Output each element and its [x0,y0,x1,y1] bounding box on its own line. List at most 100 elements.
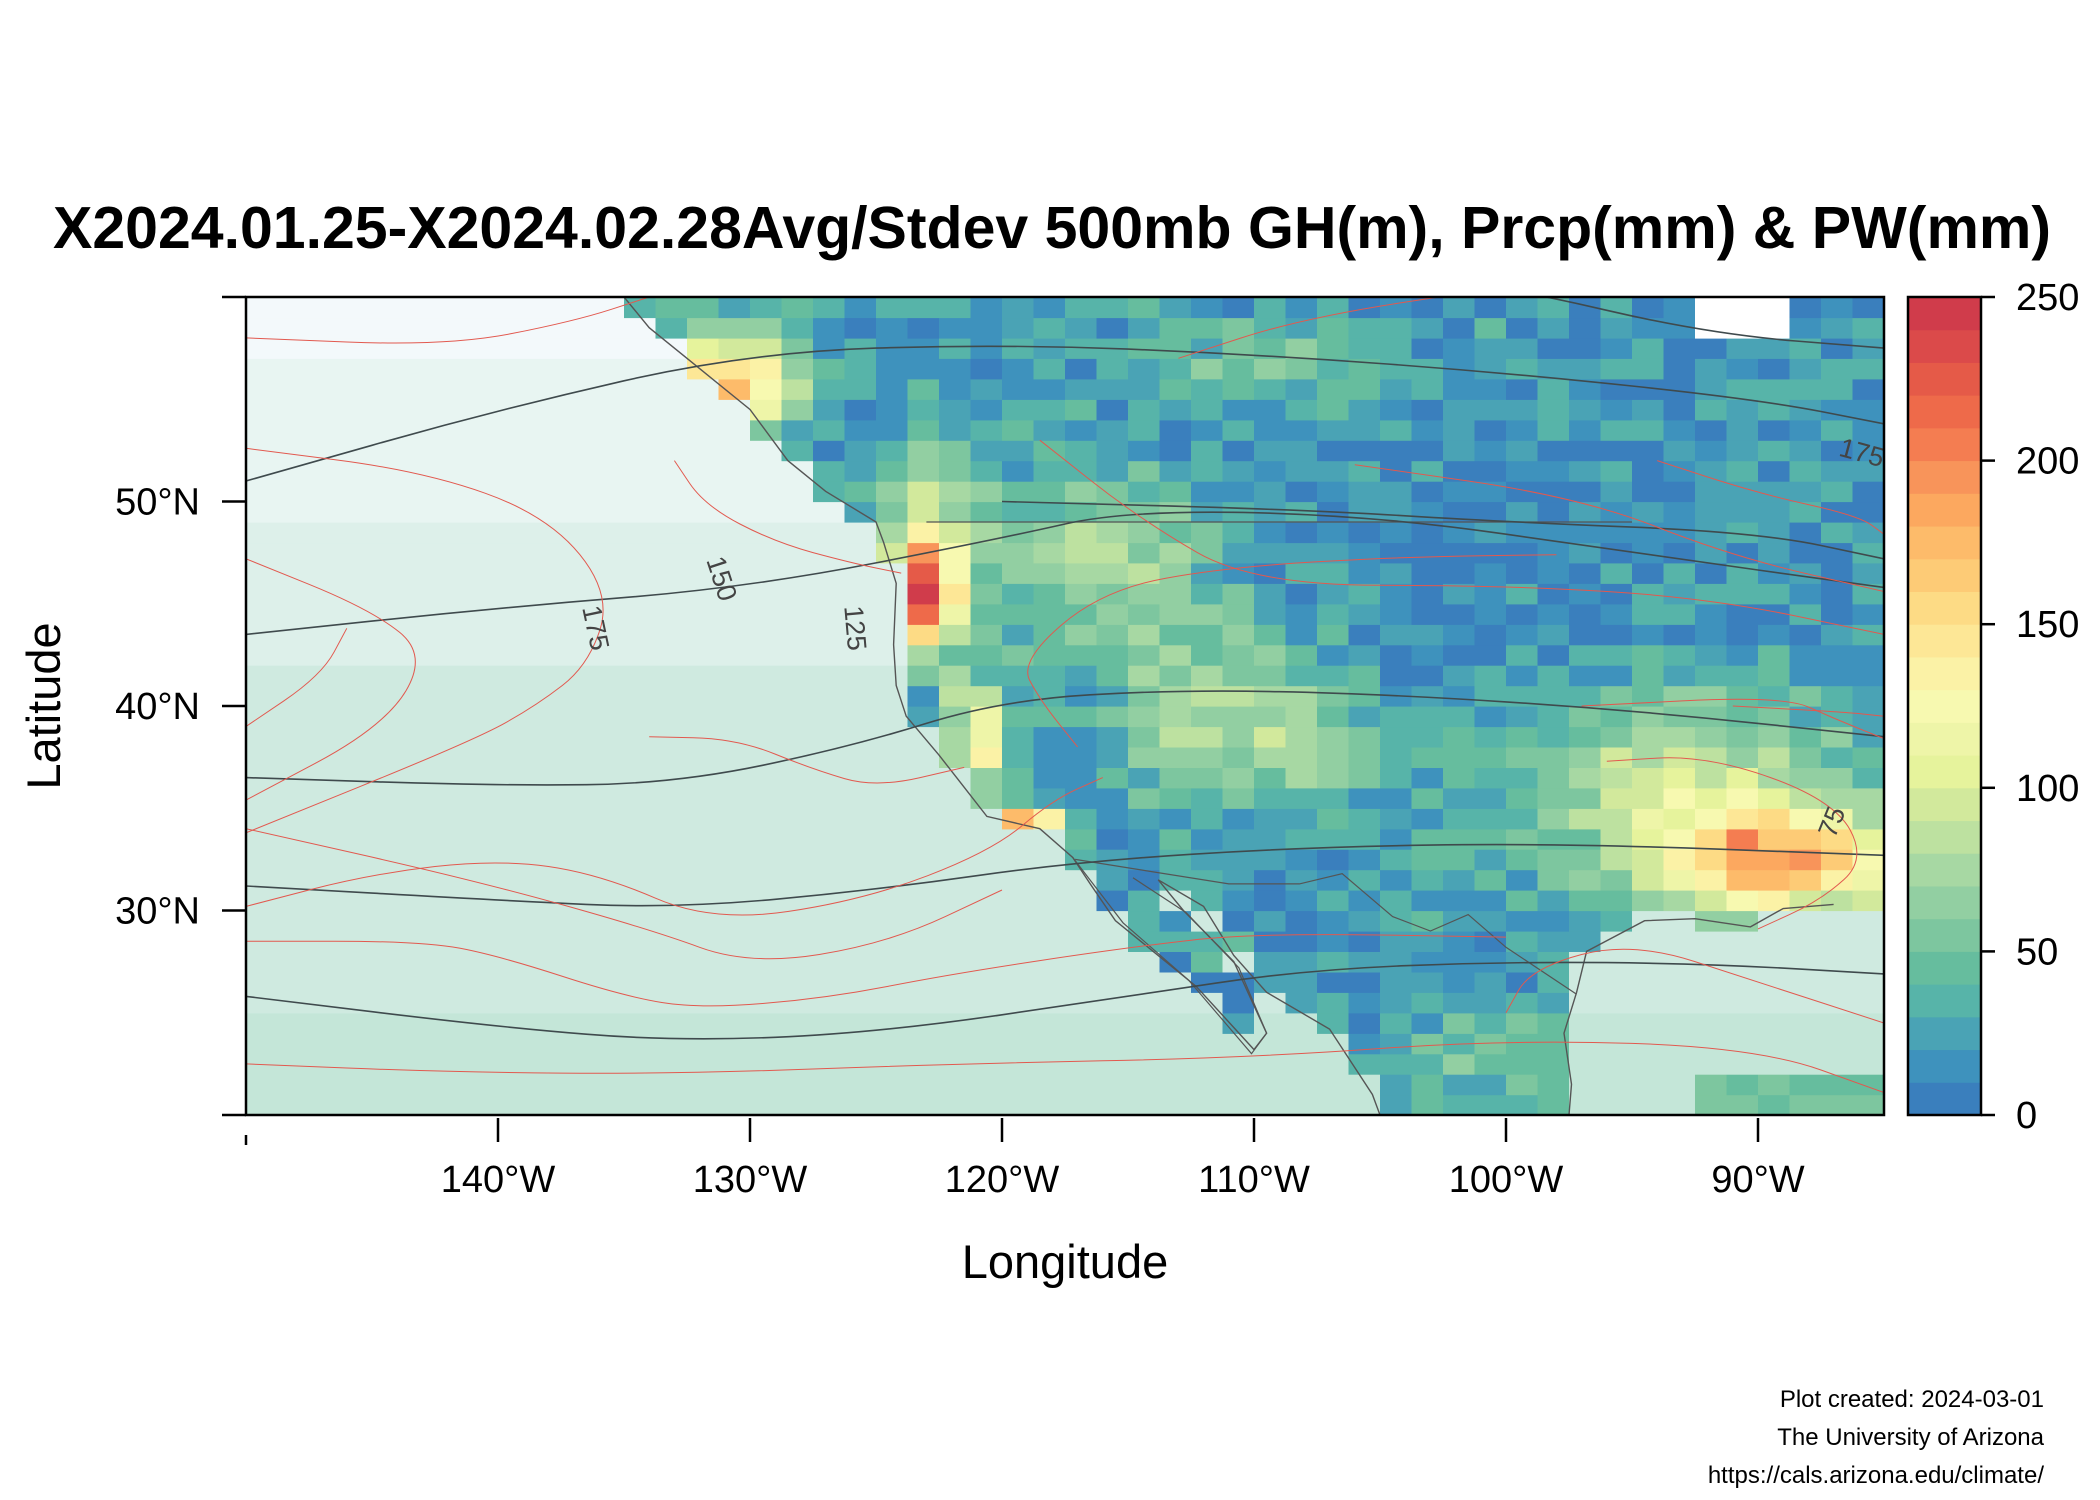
ocean-grid-cell [1695,1074,1728,1096]
land-grid-cell [1065,542,1098,564]
ocean-grid-cell [372,951,405,973]
ocean-grid-cell [655,931,688,952]
land-grid-cell [1600,828,1633,850]
land-grid-cell [1411,624,1444,646]
ocean-grid-cell [435,828,468,850]
ocean-grid-cell [813,1012,846,1034]
land-grid-cell [1002,378,1035,400]
ocean-grid-cell [309,971,342,993]
land-grid-cell [1411,644,1444,666]
land-grid-cell [1065,583,1098,605]
ocean-grid-cell [1033,869,1066,891]
ocean-grid-cell [750,562,783,584]
land-grid-cell [1002,644,1035,666]
land-grid-cell [1506,337,1539,359]
land-grid-cell [781,358,814,380]
land-grid-cell [1569,767,1602,789]
land-grid-cell [1317,542,1350,564]
land-grid-cell [1726,317,1759,339]
ocean-grid-cell [1033,1033,1066,1055]
ocean-grid-cell [529,460,562,482]
land-grid-cell [1758,746,1791,768]
land-grid-cell [1348,726,1381,748]
credit-date: Plot created: 2024-03-01 [1779,1386,2044,1413]
land-grid-cell [1852,706,1884,728]
ocean-grid-cell [561,1033,594,1055]
land-grid-cell [1317,726,1350,748]
land-grid-cell [1663,297,1696,319]
land-grid-cell [1443,726,1476,748]
ocean-grid-cell [1600,931,1633,952]
ocean-grid-cell [372,726,405,748]
land-grid-cell [970,460,1003,482]
ocean-grid-cell [466,562,499,584]
y-tick-label: 50°N [115,482,200,524]
land-grid-cell [1569,849,1602,871]
land-grid-cell [1096,440,1129,462]
ocean-grid-cell [781,603,814,625]
ocean-grid-cell [876,706,909,728]
land-grid-cell [1726,644,1759,666]
ocean-grid-cell [781,481,814,503]
ocean-grid-cell [498,501,531,523]
land-grid-cell [1537,1074,1570,1096]
ocean-grid-cell [309,808,342,830]
land-grid-cell [876,378,909,400]
ocean-grid-cell [561,1012,594,1034]
ocean-grid-cell [498,440,531,462]
land-grid-cell [1411,542,1444,564]
ocean-grid-cell [561,522,594,544]
land-grid-cell [1852,808,1884,830]
land-grid-cell [1474,603,1507,625]
land-grid-cell [1411,440,1444,462]
land-grid-cell [1726,808,1759,830]
land-grid-cell [1758,460,1791,482]
ocean-grid-cell [1065,1012,1098,1034]
ocean-grid-cell [624,665,657,687]
ocean-grid-cell [498,1094,531,1115]
colorbar-segment [1908,1049,1981,1083]
ocean-grid-cell [435,337,468,359]
land-grid-cell [1254,951,1287,973]
land-grid-cell [1317,746,1350,768]
land-grid-cell [1537,378,1570,400]
land-grid-cell [1695,603,1728,625]
credit-institution: The University of Arizona [1777,1424,2044,1451]
ocean-grid-cell [246,787,279,809]
ocean-grid-cell [781,1012,814,1034]
ocean-grid-cell [1852,910,1884,932]
land-grid-cell [1663,399,1696,421]
ocean-grid-cell [655,828,688,850]
land-grid-cell [1317,808,1350,830]
land-grid-cell [1159,726,1192,748]
land-grid-cell [1033,481,1066,503]
land-grid-cell [781,419,814,441]
ocean-grid-cell [592,787,625,809]
ocean-grid-cell [1254,1074,1287,1096]
ocean-grid-cell [340,297,373,319]
ocean-grid-cell [561,706,594,728]
ocean-grid-cell [844,971,877,993]
land-grid-cell [687,297,720,319]
land-grid-cell [970,419,1003,441]
ocean-grid-cell [844,869,877,891]
land-grid-cell [1443,1074,1476,1096]
land-grid-cell [1002,297,1035,319]
land-grid-cell [1317,644,1350,666]
land-grid-cell [1222,317,1255,339]
land-grid-cell [813,419,846,441]
land-grid-cell [1726,583,1759,605]
ocean-grid-cell [498,971,531,993]
land-grid-cell [1632,849,1665,871]
land-grid-cell [1285,501,1318,523]
ocean-grid-cell [750,931,783,952]
ocean-grid-cell [718,869,751,891]
ocean-grid-cell [718,808,751,830]
ocean-grid-cell [970,971,1003,993]
ocean-grid-cell [718,992,751,1014]
ocean-grid-cell [372,419,405,441]
x-tick-label: 110°W [1198,1159,1310,1201]
ocean-grid-cell [687,665,720,687]
ocean-grid-cell [876,644,909,666]
land-grid-cell [1002,583,1035,605]
